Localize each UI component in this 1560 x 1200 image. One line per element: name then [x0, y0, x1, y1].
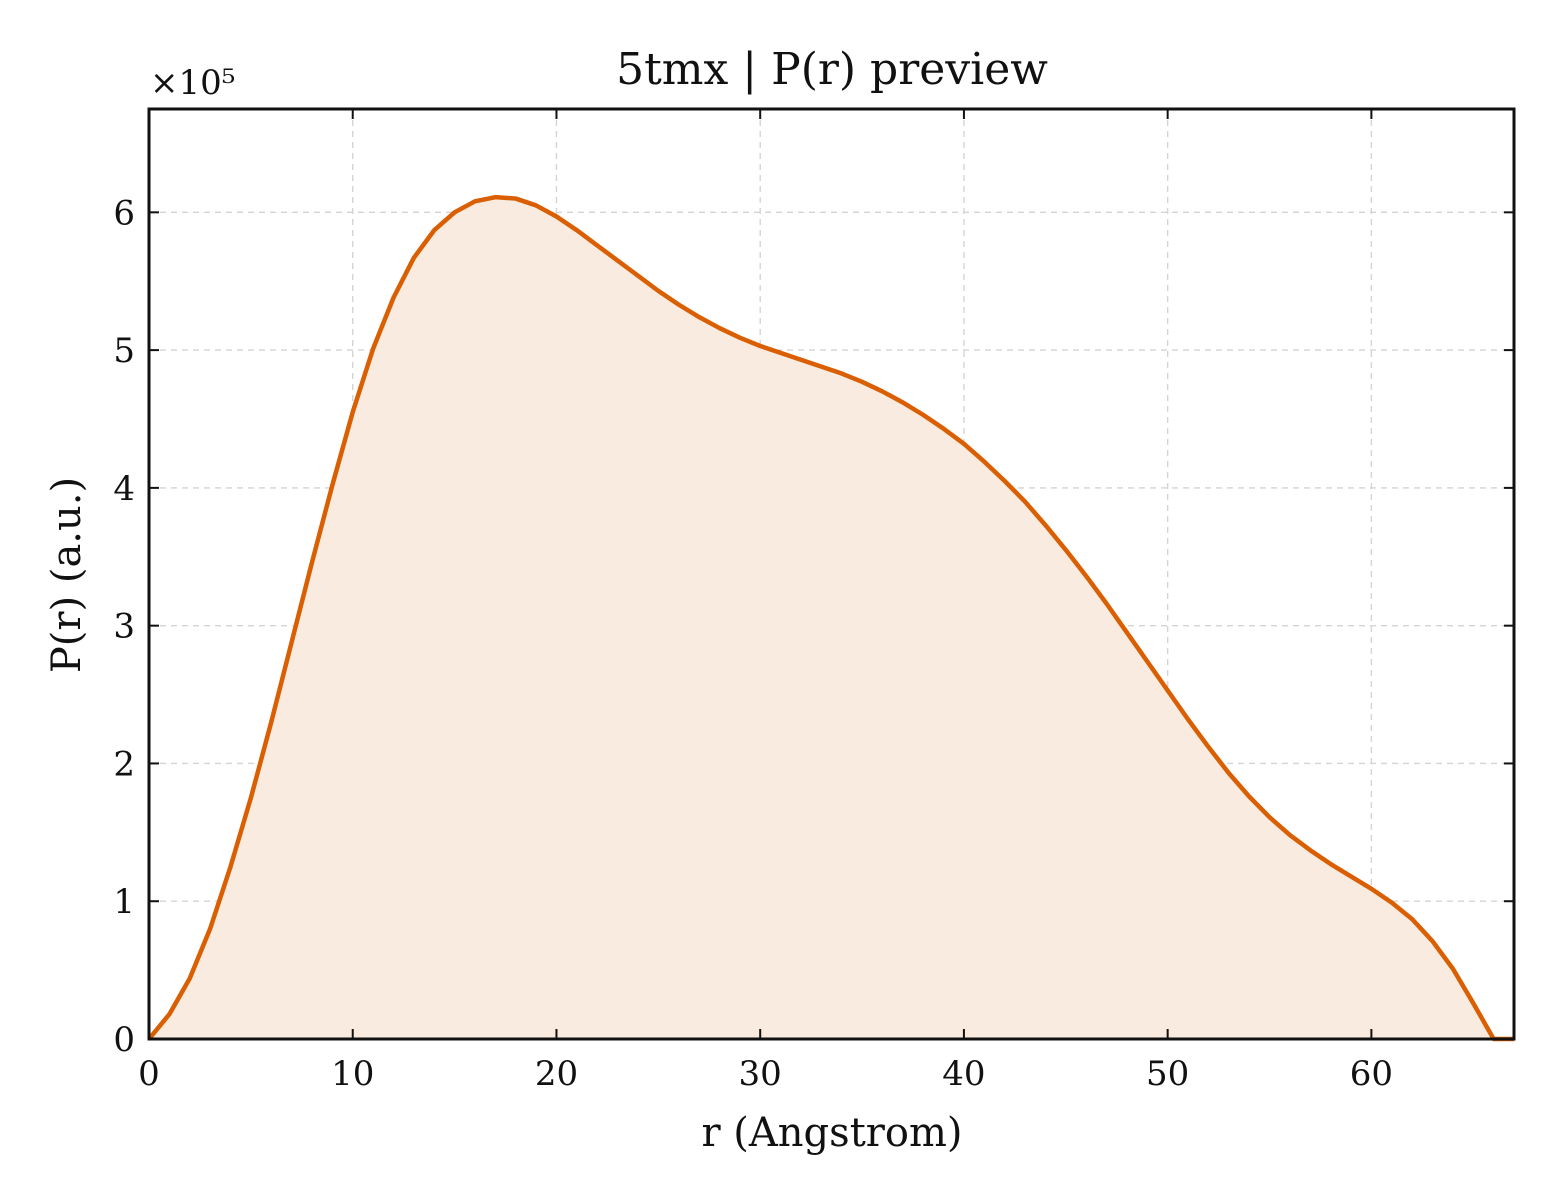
x-tick-label: 20	[535, 1054, 578, 1094]
y-multiplier-label: ×10⁵	[150, 63, 235, 103]
y-axis-label: P(r) (a.u.)	[44, 477, 90, 673]
y-tick-label: 6	[113, 193, 135, 233]
pr-area-fill	[149, 197, 1514, 1039]
y-axis-ticks: 0 1 2 3 4 5 6	[113, 193, 1514, 1060]
x-tick-label: 10	[331, 1054, 374, 1094]
x-tick-label: 30	[739, 1054, 782, 1094]
y-tick-label: 5	[113, 331, 135, 371]
x-tick-label: 40	[942, 1054, 985, 1094]
y-tick-label: 3	[113, 607, 135, 647]
chart-title: 5tmx | P(r) preview	[616, 44, 1048, 95]
x-tick-label: 0	[138, 1054, 160, 1094]
y-tick-label: 4	[113, 469, 135, 509]
y-tick-label: 0	[113, 1020, 135, 1060]
y-tick-label: 2	[113, 744, 135, 784]
y-tick-label: 1	[113, 882, 135, 922]
x-tick-label: 50	[1146, 1054, 1189, 1094]
plot-frame	[147, 107, 1516, 1041]
x-axis-label: r (Angstrom)	[701, 1110, 962, 1156]
x-axis-ticks: 0 10 20 30 40 50 60	[138, 109, 1393, 1094]
x-tick-label: 60	[1350, 1054, 1393, 1094]
pr-series-line	[147, 194, 1514, 1042]
